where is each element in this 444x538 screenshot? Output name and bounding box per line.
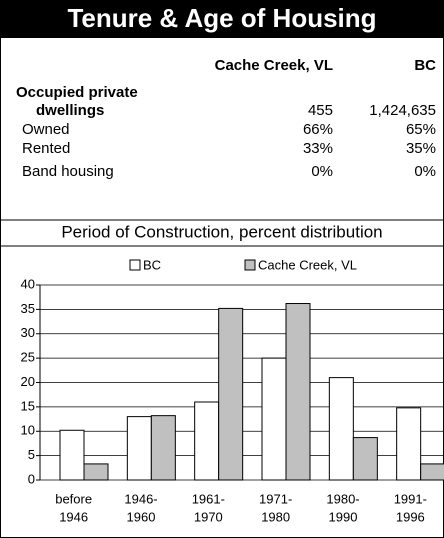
x-tick-label: 1960 [127,509,156,524]
y-tick-label: 0 [28,471,35,486]
bar [218,307,244,481]
legend-label: Cache Creek, VL [258,257,357,272]
row-label: Rented [22,140,70,157]
title: Tenure & Age of Housing [67,3,376,33]
bar [285,303,311,481]
legend-swatch [129,259,141,271]
cell: 1,424,635 [369,102,436,119]
bar [352,437,378,481]
x-tick-label: 1946- [124,491,157,506]
x-tick-label: 1946 [59,509,88,524]
bar [261,357,287,481]
x-tick-label: 1961- [192,491,225,506]
y-tick-label: 15 [21,398,35,413]
bar [194,401,220,481]
y-tick-label: 10 [21,423,35,438]
y-tick-label: 35 [21,301,35,316]
row-label: Occupied private [16,84,138,101]
cell: 35% [406,140,436,157]
x-tick-label: 1970 [194,509,223,524]
cell: 0% [414,163,436,180]
y-tick-label: 5 [28,447,35,462]
title-bar [0,0,444,38]
y-tick-label: 40 [21,276,35,291]
chart-title: Period of Construction, percent distribu… [61,222,382,241]
x-tick-label: 1971- [259,491,292,506]
y-tick-label: 25 [21,350,35,365]
cell: 65% [406,121,436,138]
cell: 0% [311,163,333,180]
legend-label: BC [143,257,161,272]
column-header: BC [414,57,436,74]
column-header: Cache Creek, VL [215,57,333,74]
x-tick-label: before [55,491,92,506]
bar [328,377,354,481]
row-label: Owned [22,121,70,138]
bar [150,415,176,481]
x-tick-label: 1996 [396,509,425,524]
bar [126,416,152,481]
bar [59,429,85,481]
y-tick-label: 20 [21,374,35,389]
row-label: Band housing [22,163,114,180]
bar [420,463,444,481]
cell: 455 [308,102,333,119]
legend-swatch [244,259,256,271]
cell: 66% [303,121,333,138]
y-tick-label: 30 [21,325,35,340]
row-label: dwellings [36,102,104,119]
cell: 33% [303,140,333,157]
bar [83,463,109,481]
bar [396,407,422,481]
x-tick-label: 1980- [326,491,359,506]
x-tick-label: 1980 [261,509,290,524]
x-tick-label: 1990 [329,509,358,524]
x-tick-label: 1991- [394,491,427,506]
